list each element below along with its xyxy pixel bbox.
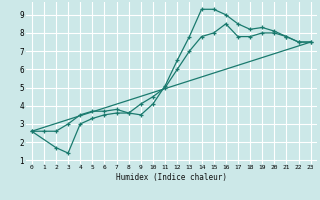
- X-axis label: Humidex (Indice chaleur): Humidex (Indice chaleur): [116, 173, 227, 182]
